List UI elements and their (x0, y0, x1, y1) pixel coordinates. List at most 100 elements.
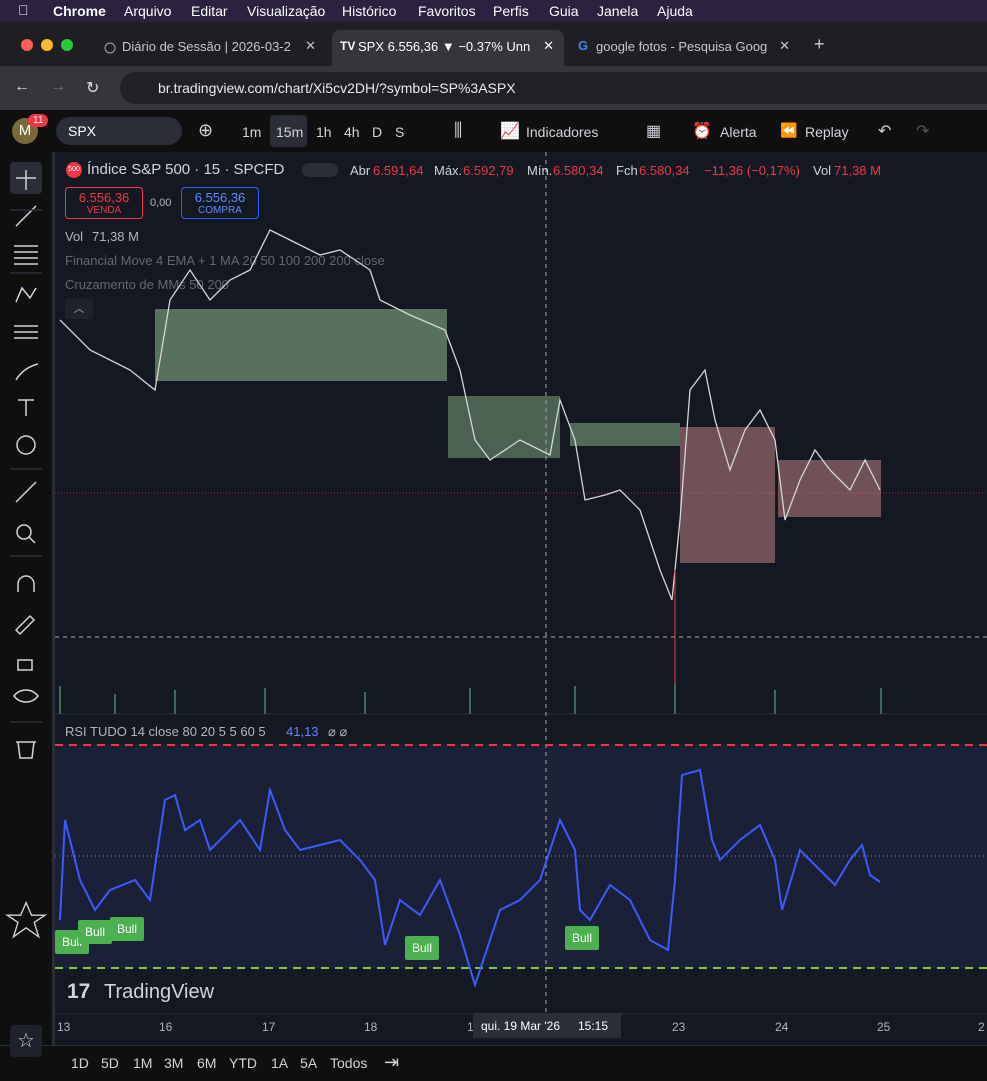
x-label: 1 (467, 1020, 474, 1034)
menu-item[interactable]: Perfis (493, 3, 529, 19)
alert-button[interactable]: Alerta (720, 124, 757, 140)
tool-icons (4, 162, 48, 939)
menu-item[interactable]: Visualização (247, 3, 326, 19)
rsi-value: 41,13 (286, 724, 319, 739)
sell-button[interactable]: 6.556,36 VENDA (65, 187, 143, 219)
tab-icon: G (578, 38, 589, 53)
low-label: Mín. (527, 163, 553, 178)
range[interactable]: 3M (164, 1055, 184, 1071)
app-name[interactable]: Chrome (53, 3, 106, 19)
replay-button[interactable]: Replay (805, 124, 849, 140)
symbol-search[interactable]: SPX (56, 117, 182, 145)
menu-item[interactable]: Ajuda (657, 3, 693, 19)
tab-icon (104, 42, 116, 54)
spread: 0,00 (150, 197, 172, 209)
tab-title: google fotos - Pesquisa Goog (596, 39, 768, 54)
interval[interactable]: 4h (344, 124, 360, 140)
goto-date[interactable]: ⇥ (384, 1052, 400, 1072)
open-label: Abr (350, 163, 371, 178)
indicators-icon: 📈 (500, 123, 520, 140)
menu-item[interactable]: Arquivo (124, 3, 172, 19)
x-label: 16 (159, 1020, 173, 1034)
tab-close[interactable]: ✕ (543, 38, 554, 53)
range[interactable]: 1A (271, 1055, 289, 1071)
interval[interactable]: 15m (276, 124, 304, 140)
watermark-logo: 17 (67, 980, 91, 1003)
range[interactable]: 1D (71, 1055, 89, 1071)
menu-item[interactable]: Janela (597, 3, 639, 19)
range[interactable]: 5D (101, 1055, 119, 1071)
tab-title: Diário de Sessão | 2026-03-2 (122, 39, 291, 54)
url-field[interactable]: br.tradingview.com/chart/Xi5cv2DH/?symbo… (120, 72, 987, 104)
layout[interactable]: ▦ (646, 123, 662, 140)
crosshair-date: qui. 19 Mar '26 (481, 1019, 561, 1033)
apple-icon:  (18, 2, 29, 18)
menu-item[interactable]: Favoritos (418, 3, 476, 19)
menu-item[interactable]: Histórico (342, 3, 397, 19)
tab-close[interactable]: ✕ (779, 38, 790, 53)
change: −11,36 (−0,17%) (704, 163, 800, 178)
x-label: 18 (364, 1020, 378, 1034)
alert-icon: ⏰ (692, 123, 712, 140)
status-pill (302, 163, 338, 177)
range[interactable]: YTD (229, 1055, 257, 1071)
indicators-button[interactable]: Indicadores (526, 124, 599, 140)
chart-type[interactable]: ⫼ (454, 120, 463, 140)
menu-item[interactable]: Guia (549, 3, 579, 19)
watermark: TradingView (104, 981, 215, 1003)
menu-item[interactable]: Editar (191, 3, 228, 19)
collapse-legend[interactable]: ︿ (65, 299, 93, 319)
indicator-legend: Financial Move 4 EMA + 1 MA 20 50 100 20… (65, 253, 385, 268)
favorites[interactable]: ☆ (10, 1025, 42, 1057)
vol-value: 71,38 M (834, 163, 881, 178)
interval[interactable]: 1m (242, 124, 262, 140)
high-label: Máx. (434, 163, 463, 178)
forward[interactable]: → (50, 78, 66, 95)
buy-button[interactable]: 6.556,36 COMPRA (181, 187, 259, 219)
volume-value: 71,38 M (92, 229, 139, 244)
interval[interactable]: D (372, 124, 383, 140)
url-text: br.tradingview.com/chart/Xi5cv2DH/?symbo… (158, 80, 516, 96)
high-value: 6.592,79 (463, 163, 514, 178)
new-tab[interactable]: + (814, 34, 825, 54)
tv-toolbar: M 11 SPX ⊕ 1m 15m 1h 4h D S ⫼ 📈 Indicado… (0, 110, 987, 153)
close-value: 6.580,34 (639, 163, 690, 178)
indicator-legend: Cruzamento de MMs 50 200 (65, 277, 230, 292)
tab-icon: TV (340, 39, 356, 53)
range[interactable]: 1M (133, 1055, 153, 1071)
reload[interactable]: ↻ (86, 80, 100, 97)
interval[interactable]: S (395, 124, 405, 140)
low-value: 6.580,34 (553, 163, 604, 178)
badge: 11 (28, 114, 49, 127)
window-controls (21, 39, 73, 51)
tab-strip: Diário de Sessão | 2026-03-2 ✕ TV SPX 6.… (0, 22, 987, 66)
redo[interactable]: ↷ (916, 123, 930, 140)
chart-area (55, 152, 987, 1045)
range[interactable]: 6M (197, 1055, 217, 1071)
drawing-toolbar (0, 152, 55, 1045)
tab[interactable]: G google fotos - Pesquisa Goog ✕ (570, 30, 800, 66)
close-label: Fch (616, 163, 638, 178)
crosshair-time: 15:15 (578, 1019, 609, 1033)
replay-icon: ⏪ (780, 122, 798, 138)
x-label: 24 (775, 1020, 789, 1034)
open-value: 6.591,64 (373, 163, 424, 178)
undo[interactable]: ↶ (878, 123, 892, 140)
symbol: SPX (68, 123, 97, 139)
range[interactable]: 5A (300, 1055, 318, 1071)
back[interactable]: ← (14, 78, 30, 95)
interval[interactable]: 1h (316, 124, 332, 140)
symbol-icon: 500 (66, 162, 82, 178)
bull-label: Bull (565, 926, 600, 950)
vol-label: Vol (813, 163, 832, 178)
range[interactable]: Todos (330, 1055, 368, 1071)
buy-label: COMPRA (198, 205, 242, 216)
sell-label: VENDA (86, 205, 122, 216)
tab[interactable]: Diário de Sessão | 2026-03-2 ✕ (96, 30, 326, 66)
tab-active[interactable]: TV SPX 6.556,36 ▼ −0.37% Unn ✕ (332, 30, 564, 66)
add-compare[interactable]: ⊕ (198, 120, 214, 140)
tab-close[interactable]: ✕ (305, 38, 316, 53)
bull-label: Bull (78, 920, 113, 944)
